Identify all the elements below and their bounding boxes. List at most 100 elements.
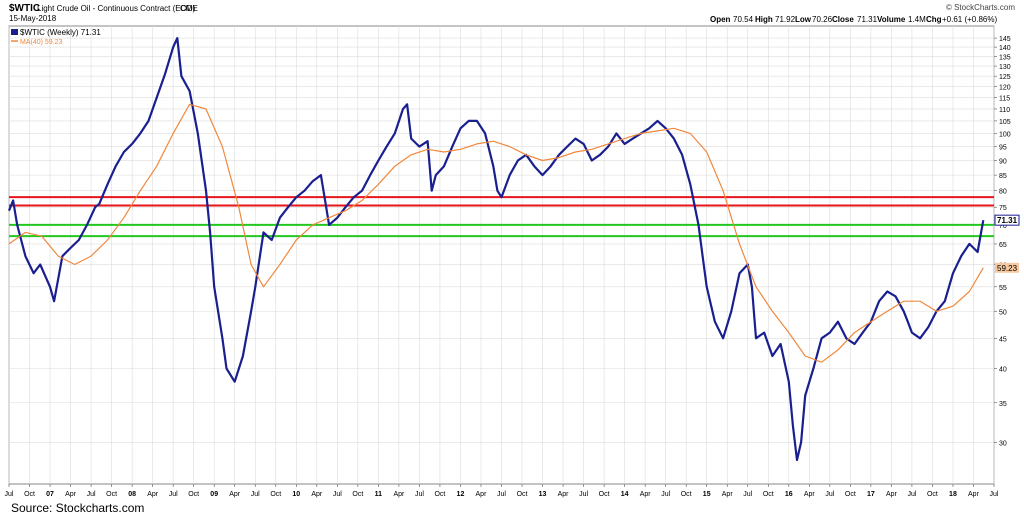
x-tick-label: Apr: [476, 491, 488, 498]
x-axis: Jul Oct 07 Apr Jul Oct 08 Apr Jul Oct 09 Apr Jul Oct 1…: [5, 484, 999, 498]
price-legend-swatch: [11, 29, 18, 35]
volume-label: Volume: [877, 15, 906, 24]
x-tick-label: 10: [292, 491, 300, 498]
x-tick-label: Oct: [599, 491, 610, 498]
x-tick-label: 13: [539, 491, 547, 498]
instrument-description: Light Crude Oil - Continuous Contract (E…: [37, 4, 196, 13]
legend: $WTIC (Weekly) 71.31 MA(40) 59.23: [11, 28, 101, 46]
last-price-tag-text: 71.31: [997, 216, 1018, 225]
last-ma-tag: 59.23: [995, 262, 1019, 273]
x-tick-label: Jul: [990, 491, 999, 498]
x-tick-label: Jul: [907, 491, 916, 498]
x-tick-label: Jul: [743, 491, 752, 498]
x-tick-label: 17: [867, 491, 875, 498]
x-tick-label: Jul: [661, 491, 670, 498]
y-tick-label: 145: [999, 36, 1011, 43]
x-tick-label: Oct: [763, 491, 774, 498]
chg-label: Chg: [926, 15, 942, 24]
x-tick-label: Jul: [825, 491, 834, 498]
y-tick-label: 140: [999, 45, 1011, 52]
x-tick-label: Apr: [147, 491, 159, 498]
x-tick-label: 12: [457, 491, 465, 498]
price-legend-label: $WTIC (Weekly) 71.31: [20, 28, 101, 37]
y-tick-label: 135: [999, 54, 1011, 61]
chg-value: +0.61 (+0.86%): [942, 15, 997, 24]
volume-value: 1.4M: [908, 15, 926, 24]
y-tick-label: 45: [999, 336, 1007, 343]
x-tick-label: Apr: [640, 491, 652, 498]
y-tick-label: 50: [999, 309, 1007, 316]
x-tick-label: Oct: [517, 491, 528, 498]
y-tick-label: 70: [999, 223, 1007, 230]
y-tick-label: 30: [999, 440, 1007, 447]
x-tick-label: 09: [210, 491, 218, 498]
x-tick-label: Oct: [24, 491, 35, 498]
source-note: Source: Stockcharts.com: [11, 501, 144, 515]
x-tick-label: Oct: [106, 491, 117, 498]
x-tick-label: Oct: [352, 491, 363, 498]
low-value: 70.26: [812, 15, 833, 24]
x-tick-label: 14: [621, 491, 629, 498]
stockcharts-watermark: © StockCharts.com: [946, 3, 1015, 12]
y-tick-label: 100: [999, 131, 1011, 138]
y-tick-label: 95: [999, 145, 1007, 152]
x-tick-label: 07: [46, 491, 54, 498]
y-tick-label: 55: [999, 285, 1007, 292]
series-group: [7, 37, 985, 462]
x-tick-label: 18: [949, 491, 957, 498]
y-tick-label: 35: [999, 401, 1007, 408]
x-tick-label: Oct: [681, 491, 692, 498]
high-value: 71.92: [775, 15, 796, 24]
y-tick-label: 65: [999, 242, 1007, 249]
x-tick-label: Apr: [722, 491, 734, 498]
x-tick-label: Apr: [804, 491, 816, 498]
open-label: Open: [710, 15, 731, 24]
ma-line: [8, 103, 984, 363]
x-tick-label: Jul: [497, 491, 506, 498]
x-tick-label: Jul: [415, 491, 424, 498]
y-tick-label: 75: [999, 205, 1007, 212]
y-tick-label: 110: [999, 107, 1010, 114]
x-tick-label: Jul: [5, 491, 14, 498]
y-tick-label: 120: [999, 85, 1011, 92]
chart-date: 15-May-2018: [9, 14, 57, 23]
x-tick-label: Oct: [188, 491, 199, 498]
symbol-label: $WTIC: [9, 3, 40, 14]
high-label: High: [755, 15, 773, 24]
last-price-tag-box: [994, 214, 1020, 226]
y-tick-label: 105: [999, 119, 1011, 126]
x-tick-label: Apr: [558, 491, 570, 498]
x-tick-label: Jul: [579, 491, 588, 498]
open-value: 70.54: [733, 15, 754, 24]
low-label: Low: [795, 15, 812, 24]
x-tick-label: Jul: [169, 491, 178, 498]
close-label: Close: [832, 15, 854, 24]
y-tick-label: 85: [999, 173, 1007, 180]
y-tick-label: 90: [999, 158, 1007, 165]
y-tick-label: 125: [999, 74, 1011, 81]
price-line: [7, 37, 985, 462]
y-tick-label: 80: [999, 189, 1007, 196]
y-tick-label: 130: [999, 64, 1011, 71]
y-axis: 3035404550556065707580859095100105110115…: [994, 36, 1011, 447]
x-tick-label: 16: [785, 491, 793, 498]
x-tick-label: Jul: [333, 491, 342, 498]
x-tick-label: Apr: [968, 491, 980, 498]
last-ma-tag-box: [995, 262, 1019, 273]
x-tick-label: Oct: [270, 491, 281, 498]
x-tick-label: Apr: [65, 491, 77, 498]
close-value: 71.31: [857, 15, 878, 24]
exchange-label: CME: [180, 4, 198, 13]
y-tick-label: 40: [999, 366, 1007, 373]
x-tick-label: Apr: [886, 491, 898, 498]
x-tick-label: 15: [703, 491, 711, 498]
x-tick-label: Oct: [845, 491, 856, 498]
y-tick-label: 115: [999, 96, 1010, 103]
x-tick-label: Apr: [311, 491, 323, 498]
last-price-tag: 71.31: [994, 214, 1020, 226]
x-tick-label: 11: [375, 491, 383, 498]
x-tick-label: 08: [128, 491, 136, 498]
last-ma-tag-text: 59.23: [997, 264, 1018, 273]
x-tick-label: Oct: [434, 491, 445, 498]
